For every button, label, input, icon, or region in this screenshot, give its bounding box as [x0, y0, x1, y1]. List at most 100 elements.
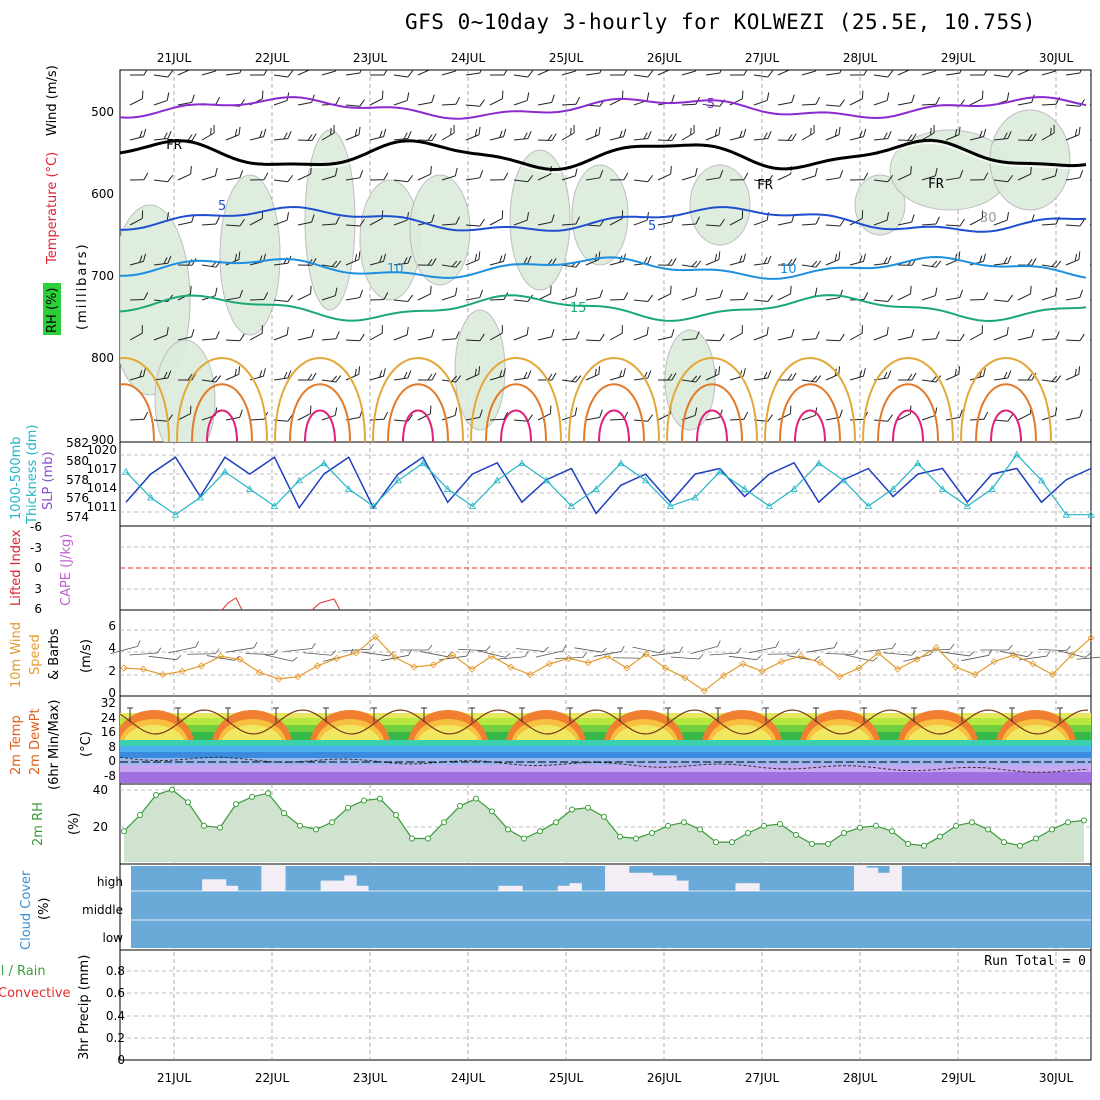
wind-barb [177, 166, 192, 181]
wind-barb [849, 253, 867, 266]
cloud-bar [557, 885, 571, 891]
contour-label-10: 10 [780, 262, 797, 277]
isotherm-30 [990, 409, 1022, 442]
wind-barb [369, 90, 384, 106]
minmax-bar [127, 707, 133, 722]
rh-point [713, 839, 719, 846]
rh-axis: 40 20 [93, 783, 108, 834]
thickness-y-labels: 1000-500mb Thickness (dm) SLP (mb) [9, 425, 56, 525]
rh-contour [689, 164, 751, 246]
wind10-y-labels: 10m Wind Speed & Barbs (m/s) [9, 622, 94, 688]
wind-barb [513, 414, 533, 422]
wind-barb [273, 130, 292, 141]
wind-barb [201, 375, 222, 383]
wind-barb [898, 372, 917, 381]
wind-barb [609, 325, 623, 341]
isotherm-25 [583, 383, 645, 442]
slp-tick: 1017 [86, 462, 117, 476]
wind-barb [284, 642, 316, 652]
wind-barb [633, 174, 654, 183]
run-total: Run Total = 0 [984, 954, 1086, 969]
wind-barb [873, 70, 894, 78]
minmax-bar [421, 707, 427, 722]
wind-barb [441, 331, 460, 341]
rh-point [505, 826, 511, 833]
cloud-bar [320, 880, 333, 891]
wind-barb [801, 167, 818, 181]
wind-barb [609, 292, 629, 301]
wind-barb [705, 251, 721, 266]
temp-band [120, 713, 1091, 718]
wind-barb [249, 325, 263, 341]
wind-barb [845, 654, 878, 662]
wind-barb [729, 90, 744, 106]
wind-barb [1065, 333, 1085, 342]
cloud-bar [605, 865, 618, 891]
thickness-point [196, 493, 204, 501]
wind-barb [321, 287, 338, 301]
isotherm-20 [274, 357, 366, 442]
wind-speed-point [565, 654, 573, 662]
wind-barb [380, 649, 412, 662]
temp-hump [614, 725, 674, 740]
wind-barb [321, 260, 342, 268]
wind-barb [651, 646, 684, 657]
temp-y-labels: 2m Temp 2m DewPt (6hr Min/Max) (°C) [9, 700, 94, 790]
cloud-unit: (%) [37, 898, 52, 921]
wind-barb [705, 126, 721, 141]
wind-barb [201, 167, 218, 181]
isotherm-30 [304, 409, 336, 442]
temp-label: 2m Temp [9, 715, 24, 775]
wind-barb [369, 325, 383, 341]
rh-point [313, 826, 319, 833]
wind-barb [298, 372, 317, 381]
li-tick: 6 [34, 602, 42, 616]
wind-barb [993, 326, 1009, 341]
wind-barb [441, 260, 462, 268]
date-label: 22JUL [255, 1071, 290, 1085]
rh-point [473, 795, 479, 802]
temp-tick: 32 [101, 696, 116, 710]
thickness-point [171, 510, 180, 518]
thickness-point [691, 493, 699, 501]
temp-hump [320, 725, 380, 740]
wind-barb [345, 170, 364, 181]
wind-barb [490, 70, 508, 76]
wind-barb [1057, 650, 1091, 658]
minmax-bar [715, 707, 721, 722]
wind-barb [393, 70, 414, 78]
wind-barb [941, 651, 975, 657]
rh-point [681, 819, 687, 826]
date-label: 28JUL [843, 1071, 878, 1085]
rh-point [249, 793, 255, 800]
wind-barb [554, 652, 587, 659]
wind-barb [849, 368, 866, 381]
wind-speed-line [123, 635, 1092, 692]
precip-tick: 0.4 [106, 1009, 125, 1023]
wind-barb [225, 218, 245, 227]
cloud-bar [664, 875, 677, 891]
wind-barb [297, 70, 311, 76]
thickness-tick: 576 [66, 491, 89, 505]
contour-labels: -5 FR FR FR 5 5 10 10 15 30 [166, 97, 997, 316]
wind-barb [321, 407, 338, 421]
date-label: 26JUL [647, 1071, 682, 1085]
thickness-point [320, 459, 328, 467]
cloud-bar [202, 879, 215, 891]
wind-barb [1041, 331, 1060, 341]
wind-barb [1017, 258, 1037, 266]
wind-barb [777, 405, 792, 421]
wind-barb [513, 212, 530, 226]
wind-barb [225, 170, 244, 181]
date-label: 29JUL [941, 51, 976, 65]
wind-barb [465, 99, 485, 107]
wind-barb [129, 128, 147, 141]
wind-barb [1089, 375, 1091, 381]
wind-barb [345, 99, 365, 107]
rh-point [377, 795, 383, 802]
wind-barb [489, 210, 504, 226]
rh-point [169, 786, 175, 793]
wind-barb [345, 333, 365, 342]
wind-barb [633, 326, 649, 341]
wind-barb [369, 368, 386, 381]
